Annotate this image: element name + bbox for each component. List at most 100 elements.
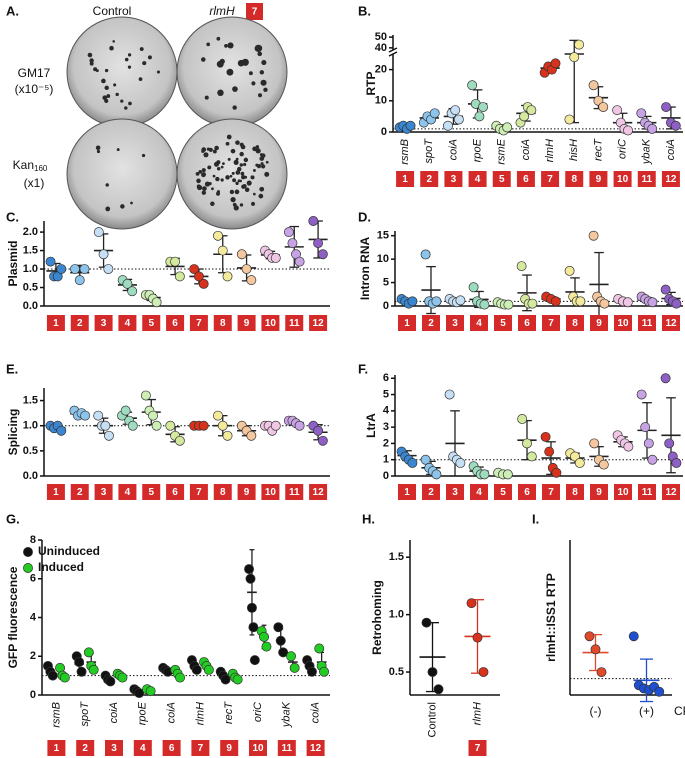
colony	[101, 78, 106, 84]
colony	[258, 193, 264, 199]
data-point	[584, 631, 595, 642]
y-tick-label: 0	[381, 126, 387, 138]
y-axis-label: Intron RNA	[358, 237, 372, 301]
number-box	[518, 484, 536, 500]
colony	[211, 187, 214, 191]
data-point	[236, 249, 247, 260]
y-axis-label: rlmH::ISS1 RTP	[544, 573, 558, 662]
number-label: 7	[198, 743, 204, 754]
data-point	[246, 275, 257, 286]
number-label: 8	[220, 487, 226, 498]
row-label: GM17	[18, 66, 51, 80]
data-point	[474, 111, 485, 122]
column-label: rlmH	[209, 4, 235, 18]
data-point	[623, 125, 633, 136]
colony	[246, 180, 252, 186]
data-point	[466, 598, 477, 609]
data-point	[127, 286, 138, 297]
y-tick-label: 20	[375, 64, 387, 76]
data-point	[455, 295, 466, 306]
number-box	[446, 484, 464, 500]
colony	[224, 44, 228, 48]
colony	[240, 171, 245, 176]
colony	[251, 201, 256, 206]
data-point	[98, 249, 109, 260]
number-label: 11	[289, 318, 300, 329]
colony	[124, 106, 128, 110]
colony	[93, 67, 98, 72]
number-label: 4	[125, 487, 131, 498]
number-label: 4	[125, 318, 131, 329]
number-label: 9	[596, 318, 602, 329]
number-label: 4	[140, 743, 146, 754]
data-point	[588, 230, 599, 241]
number-box	[398, 315, 416, 331]
number-label: 6	[169, 743, 175, 754]
data-point	[314, 643, 325, 654]
colony	[141, 153, 146, 158]
number-label: 8	[571, 174, 577, 185]
colony	[208, 182, 212, 186]
colony	[239, 203, 244, 207]
colony	[227, 157, 231, 161]
number-label: 2	[428, 318, 434, 329]
number-label: 7	[196, 487, 202, 498]
number-label: 5	[499, 174, 505, 185]
y-tick-label: 5	[383, 388, 389, 400]
x-tick-label: rlmH	[194, 702, 206, 725]
y-tick-label: 1.5	[389, 551, 404, 563]
data-point	[479, 299, 490, 310]
y-tick-label: 2	[383, 437, 389, 449]
number-label: 11	[642, 487, 653, 498]
data-point	[550, 296, 561, 307]
data-point	[596, 667, 607, 678]
panel-label: G.	[6, 511, 20, 526]
data-point	[246, 430, 257, 441]
colony	[128, 101, 132, 106]
colony	[216, 160, 221, 165]
data-point	[174, 435, 185, 446]
x-tick-label: recT	[592, 138, 604, 161]
colony	[255, 148, 261, 154]
data-point	[664, 438, 675, 449]
number-label: 5	[148, 487, 154, 498]
data-point	[636, 108, 647, 119]
number-label: 11	[282, 743, 293, 754]
data-point	[450, 105, 461, 116]
number-box	[541, 171, 560, 187]
number-label: 2	[82, 743, 88, 754]
data-point	[203, 664, 214, 675]
colony	[109, 45, 114, 51]
data-point	[134, 688, 145, 699]
data-point	[598, 102, 609, 112]
data-point	[148, 410, 158, 421]
data-point	[478, 667, 489, 677]
colony	[237, 166, 242, 172]
data-point	[647, 454, 658, 465]
colony	[265, 160, 269, 164]
colony	[130, 201, 133, 205]
number-label: 7	[548, 318, 554, 329]
colony	[239, 163, 244, 167]
x-tick-label: oriC	[616, 139, 628, 159]
data-point	[472, 632, 483, 643]
colony	[243, 162, 247, 167]
data-point	[232, 674, 243, 685]
colony	[233, 205, 239, 211]
data-point	[275, 635, 286, 646]
number-box	[191, 740, 210, 756]
data-point	[198, 278, 209, 289]
colony	[217, 89, 224, 97]
number-label: 4	[475, 174, 481, 185]
colony	[220, 178, 224, 182]
number-box	[590, 315, 608, 331]
colony	[105, 183, 109, 187]
data-point	[174, 271, 185, 282]
number-label: 7	[547, 174, 553, 185]
colony	[201, 172, 206, 178]
number-box	[422, 315, 440, 331]
data-point	[103, 264, 114, 274]
colony	[252, 192, 256, 196]
y-axis-label: Retrohoming	[370, 580, 384, 655]
number-label: 7	[252, 7, 258, 18]
